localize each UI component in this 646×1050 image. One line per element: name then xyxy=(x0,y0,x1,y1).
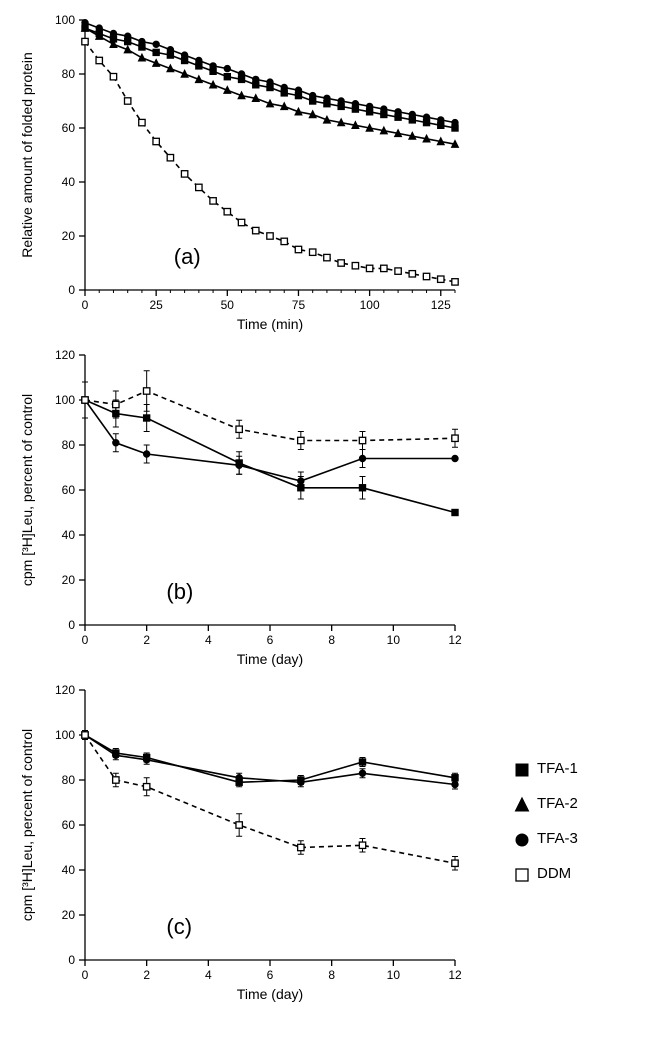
y-tick-label: 40 xyxy=(45,528,75,542)
x-tick-label: 6 xyxy=(267,633,274,647)
legend-label: TFA-1 xyxy=(537,760,578,777)
y-tick-label: 20 xyxy=(45,229,75,243)
legend: TFA-1 TFA-2 TFA-3 DDM xyxy=(515,760,578,900)
triangle-filled-icon xyxy=(515,798,527,810)
chart-c: 024681012020406080100120Time (day)cpm [³… xyxy=(85,690,455,960)
x-axis-title: Time (min) xyxy=(237,316,303,332)
y-tick-label: 0 xyxy=(45,283,75,297)
x-tick-label: 125 xyxy=(431,298,451,312)
y-tick-label: 80 xyxy=(45,438,75,452)
circle-filled-icon xyxy=(515,833,527,845)
x-axis-title: Time (day) xyxy=(237,651,303,667)
panel-label: (c) xyxy=(166,914,192,940)
legend-item: TFA-2 xyxy=(515,795,578,812)
x-tick-label: 8 xyxy=(328,633,335,647)
y-tick-label: 20 xyxy=(45,908,75,922)
x-tick-label: 2 xyxy=(143,968,150,982)
x-tick-label: 6 xyxy=(267,968,274,982)
x-tick-label: 4 xyxy=(205,633,212,647)
y-tick-label: 100 xyxy=(45,728,75,742)
x-tick-label: 4 xyxy=(205,968,212,982)
y-axis-title: cpm [³H]Leu, percent of control xyxy=(19,394,35,586)
x-tick-label: 10 xyxy=(387,633,400,647)
y-tick-label: 40 xyxy=(45,175,75,189)
x-tick-label: 12 xyxy=(448,633,461,647)
x-axis-title: Time (day) xyxy=(237,986,303,1002)
legend-label: DDM xyxy=(537,865,571,882)
y-tick-label: 60 xyxy=(45,121,75,135)
y-tick-label: 120 xyxy=(45,348,75,362)
y-tick-label: 60 xyxy=(45,818,75,832)
y-tick-label: 20 xyxy=(45,573,75,587)
chart-b: 024681012020406080100120Time (day)cpm [³… xyxy=(85,355,455,625)
y-tick-label: 100 xyxy=(45,13,75,27)
y-axis-title: Relative amount of folded protein xyxy=(19,52,35,257)
chart-a: 0255075100125020406080100Time (min)Relat… xyxy=(85,20,455,290)
panel-label: (a) xyxy=(174,244,201,270)
y-tick-label: 0 xyxy=(45,618,75,632)
legend-item: TFA-3 xyxy=(515,830,578,847)
square-open-icon xyxy=(515,868,527,880)
y-tick-label: 40 xyxy=(45,863,75,877)
x-tick-label: 0 xyxy=(82,968,89,982)
y-tick-label: 80 xyxy=(45,773,75,787)
x-tick-label: 8 xyxy=(328,968,335,982)
x-tick-label: 12 xyxy=(448,968,461,982)
x-tick-label: 100 xyxy=(360,298,380,312)
x-tick-label: 10 xyxy=(387,968,400,982)
square-filled-icon xyxy=(515,763,527,775)
y-tick-label: 0 xyxy=(45,953,75,967)
x-tick-label: 0 xyxy=(82,298,89,312)
legend-item: DDM xyxy=(515,865,578,882)
y-tick-label: 60 xyxy=(45,483,75,497)
panel-label: (b) xyxy=(166,579,193,605)
x-tick-label: 75 xyxy=(292,298,305,312)
x-tick-label: 25 xyxy=(149,298,162,312)
x-tick-label: 0 xyxy=(82,633,89,647)
y-tick-label: 100 xyxy=(45,393,75,407)
y-tick-label: 120 xyxy=(45,683,75,697)
legend-label: TFA-3 xyxy=(537,830,578,847)
legend-label: TFA-2 xyxy=(537,795,578,812)
x-tick-label: 2 xyxy=(143,633,150,647)
y-tick-label: 80 xyxy=(45,67,75,81)
legend-item: TFA-1 xyxy=(515,760,578,777)
x-tick-label: 50 xyxy=(221,298,234,312)
y-axis-title: cpm [³H]Leu, percent of control xyxy=(19,729,35,921)
